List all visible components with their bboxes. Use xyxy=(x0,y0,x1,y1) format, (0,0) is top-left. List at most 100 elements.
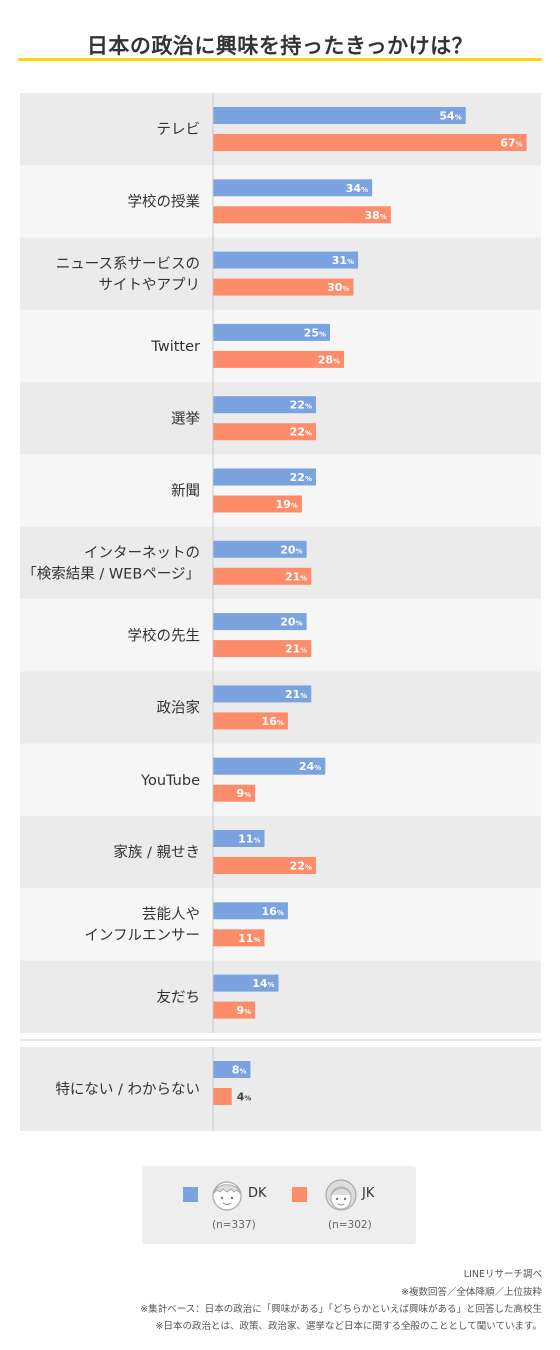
bar-jk xyxy=(213,350,345,368)
row-background xyxy=(20,599,541,672)
category-label: 特にない / わからない xyxy=(55,1081,200,1098)
row-background xyxy=(20,382,541,455)
row-background xyxy=(20,816,541,889)
row-background xyxy=(20,454,541,527)
legend-n-dk: (n=337) xyxy=(212,1219,256,1231)
category-label: 政治家 xyxy=(157,700,201,717)
category-label: Twitter xyxy=(150,339,200,355)
value-label-dk: 31% xyxy=(332,254,354,267)
value-label-dk: 22% xyxy=(290,399,312,412)
value-label-jk: 11% xyxy=(238,932,260,945)
title-underline xyxy=(18,58,542,61)
legend-swatch-jk xyxy=(292,1187,307,1202)
value-label-jk: 67% xyxy=(500,137,522,150)
legend-n-jk: (n=302) xyxy=(328,1219,372,1231)
value-label-jk: 16% xyxy=(262,715,284,728)
bar-jk xyxy=(213,495,302,513)
value-label-jk: 9% xyxy=(236,1004,251,1017)
legend: DK (n=337) JK (n=302) xyxy=(142,1166,416,1244)
value-label-jk: 21% xyxy=(285,570,307,583)
bar-jk xyxy=(213,206,391,224)
bar-dk xyxy=(213,613,307,631)
category-label: インターネットの xyxy=(84,544,200,561)
bar-dk xyxy=(213,757,326,775)
value-label-dk: 21% xyxy=(285,688,307,701)
category-label: 学校の授業 xyxy=(128,193,201,210)
row-background xyxy=(20,743,541,816)
value-label-dk: 16% xyxy=(262,905,284,918)
bar-jk xyxy=(213,1088,232,1105)
row-background xyxy=(20,309,541,383)
category-label: 芸能人や xyxy=(142,906,200,923)
bar-dk xyxy=(213,323,330,341)
footnote-1: ※複数回答／全体降順／上位抜粋 xyxy=(401,1287,542,1298)
value-label-dk: 11% xyxy=(238,833,260,846)
bar-jk xyxy=(213,640,312,658)
bar-jk xyxy=(213,423,316,441)
value-label-dk: 24% xyxy=(299,760,321,773)
bar-jk xyxy=(213,1001,256,1019)
bar-dk xyxy=(213,179,373,197)
row-background xyxy=(20,1047,541,1131)
legend-label-jk: JK xyxy=(362,1186,375,1201)
bar-jk xyxy=(213,712,288,730)
value-label-dk: 20% xyxy=(280,543,302,556)
category-label: 学校の先生 xyxy=(128,627,201,644)
bar-jk xyxy=(213,857,316,874)
chart-title: 日本の政治に興味を持ったきっかけは？ xyxy=(86,34,474,58)
value-label-dk: 20% xyxy=(280,616,302,629)
bar-dk xyxy=(213,396,316,414)
bar-jk xyxy=(213,929,265,947)
row-background xyxy=(20,237,541,310)
value-label-dk: 34% xyxy=(346,182,368,195)
row-background xyxy=(20,888,541,961)
girl-face-icon xyxy=(325,1179,357,1211)
category-label: 友だち xyxy=(157,989,201,1006)
value-label-jk: 22% xyxy=(290,860,312,873)
footnote-3: ※日本の政治とは、政策、政治家、選挙など日本に関する全般のこととして聞いています… xyxy=(155,1321,542,1332)
value-label-jk: 21% xyxy=(285,643,307,656)
category-label: テレビ xyxy=(157,121,201,138)
bar-dk xyxy=(213,1061,251,1078)
bar-jk xyxy=(213,784,256,802)
row-background xyxy=(20,960,541,1033)
legend-swatch-dk xyxy=(183,1187,198,1202)
bar-dk xyxy=(213,107,466,124)
boy-face-icon xyxy=(212,1181,242,1211)
row-background xyxy=(20,526,541,600)
source-note: LINEリサーチ調べ xyxy=(463,1269,542,1280)
category-label: 「検索結果 / WEBページ」 xyxy=(22,565,200,582)
row-background xyxy=(20,671,541,744)
category-label: インフルエンサー xyxy=(84,928,200,944)
bar-dk xyxy=(213,685,312,703)
category-label: YouTube xyxy=(140,773,200,789)
value-label-jk: 22% xyxy=(290,426,312,439)
value-label-jk: 9% xyxy=(236,787,251,800)
bar-dk xyxy=(213,902,288,920)
value-label-jk: 28% xyxy=(318,353,340,366)
value-label-dk: 8% xyxy=(232,1064,247,1077)
category-label: 選挙 xyxy=(171,410,200,427)
bar-dk xyxy=(213,468,316,486)
footnote-2: ※集計ベース：日本の政治に「興味がある」「どちらかといえば興味がある」と回答した… xyxy=(140,1304,542,1315)
bar-dk xyxy=(213,540,307,558)
value-label-jk: 4% xyxy=(237,1091,252,1104)
category-label: ニュース系サービスの xyxy=(56,255,200,272)
bar-jk xyxy=(213,134,527,151)
category-label: 家族 / 親せき xyxy=(113,844,200,861)
category-label: サイトやアプリ xyxy=(99,276,201,293)
legend-label-dk: DK xyxy=(248,1186,267,1201)
category-label: 新聞 xyxy=(171,483,200,500)
row-background xyxy=(20,93,541,166)
value-label-dk: 54% xyxy=(439,110,461,123)
value-label-dk: 22% xyxy=(290,471,312,484)
bar-jk xyxy=(213,278,354,296)
value-label-jk: 19% xyxy=(276,498,298,511)
value-label-jk: 38% xyxy=(365,209,387,222)
value-label-dk: 25% xyxy=(304,326,326,339)
bar-dk xyxy=(213,251,359,269)
value-label-dk: 14% xyxy=(252,977,274,990)
bar-dk xyxy=(213,974,279,992)
row-background xyxy=(20,165,541,238)
